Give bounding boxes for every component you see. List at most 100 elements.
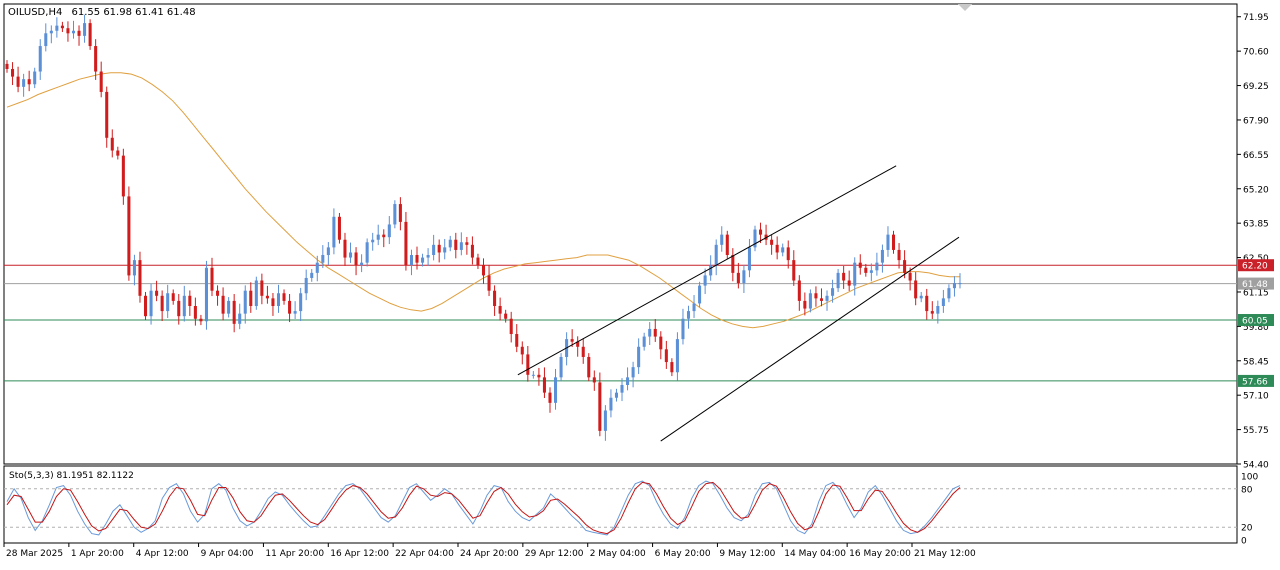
candle-body: [105, 91, 109, 138]
time-tick-label: 21 May 12:00: [914, 549, 976, 559]
price-tick-label: 70.60: [1243, 48, 1269, 58]
candle-body: [271, 298, 275, 306]
price-level-label: 61.48: [1242, 280, 1268, 290]
candle-body: [941, 298, 945, 306]
candle-body: [94, 46, 98, 72]
time-tick-label: 14 May 04:00: [784, 549, 846, 559]
price-level-tag: [1238, 374, 1274, 387]
candle-body: [199, 318, 203, 322]
candle-body: [504, 313, 508, 319]
candle-body: [83, 23, 87, 36]
candle-body: [653, 328, 657, 337]
candle-body: [548, 392, 552, 403]
candle-body: [891, 234, 896, 250]
main-panel-frame: [3, 3, 1238, 465]
price-tick-label: 63.85: [1243, 220, 1269, 230]
price-level-tag: [1238, 314, 1274, 327]
time-tick-label: 9 May 12:00: [719, 549, 775, 559]
candle-body: [554, 377, 558, 403]
candle-body: [609, 397, 613, 411]
indicator-label: Sto(5,3,3) 81.1951 82.1122: [9, 471, 134, 481]
candle-body: [332, 216, 336, 248]
time-tick-label: 29 Apr 12:00: [525, 549, 584, 559]
candle-body: [947, 288, 951, 299]
symbol-header: OILUSD,H4 61.55 61.98 61.41 61.48: [8, 7, 196, 18]
candle-body: [360, 262, 364, 266]
candle-body: [376, 234, 380, 240]
candle-body: [853, 262, 857, 286]
candle-body: [193, 305, 197, 319]
candle-body: [182, 295, 186, 317]
candle-body: [875, 262, 879, 271]
candle-body: [448, 239, 452, 248]
candle-body: [903, 260, 907, 273]
candle-body: [476, 257, 480, 266]
time-tick-label: 4 Apr 12:00: [136, 549, 189, 559]
candle-body: [254, 280, 258, 306]
candle-body: [5, 63, 9, 69]
candle-body: [703, 275, 707, 286]
candle-body: [637, 346, 641, 368]
candle-body: [337, 216, 341, 240]
candle-body: [515, 334, 519, 347]
time-tick-label: 28 Mar 2025: [6, 549, 63, 559]
scroll-marker-icon[interactable]: [958, 4, 972, 11]
trendline-channel-upper[interactable]: [517, 165, 897, 376]
candle-body: [49, 30, 53, 34]
price-tick-label: 55.75: [1243, 426, 1269, 436]
price-tick-label: 57.10: [1243, 392, 1269, 402]
candle-body: [116, 150, 120, 156]
candle-body: [470, 244, 474, 258]
candle-body: [581, 346, 585, 357]
time-tick-label: 11 Apr 20:00: [265, 549, 324, 559]
candle-body: [725, 234, 729, 256]
candle-body: [99, 71, 103, 92]
candle-body: [819, 298, 824, 301]
symbol-label: OILUSD,H4: [8, 7, 62, 18]
candle-body: [631, 367, 635, 378]
candle-body: [626, 377, 630, 385]
candle-body: [132, 260, 136, 276]
price-tick-label: 65.20: [1243, 185, 1269, 195]
price-tick-label: 59.80: [1243, 323, 1269, 333]
candle-body: [869, 270, 873, 273]
stoch-main-line: [6, 480, 961, 536]
candle-body: [88, 23, 92, 47]
candle-body: [803, 300, 807, 309]
candle-body: [33, 71, 37, 85]
trendline-channel-lower[interactable]: [660, 236, 960, 442]
stoch-axis-label: 100: [1241, 473, 1258, 483]
price-tick-label: 58.45: [1243, 357, 1269, 367]
candle-body: [382, 234, 386, 238]
candle-body: [747, 247, 751, 271]
candle-body: [681, 318, 685, 340]
candle-body: [315, 262, 319, 273]
candle-body: [598, 382, 602, 431]
candle-body: [675, 339, 679, 373]
candle-body: [864, 267, 868, 273]
candle-body: [177, 300, 181, 317]
price-level-label: 57.66: [1242, 377, 1268, 387]
candle-body: [520, 346, 524, 355]
candle-body: [265, 295, 269, 299]
candle-body: [858, 262, 862, 268]
candle-body: [642, 336, 646, 347]
time-tick-label: 16 Apr 12:00: [330, 549, 389, 559]
candle-body: [781, 247, 785, 253]
price-level-label: 62.20: [1242, 262, 1268, 272]
candle-body: [576, 341, 580, 347]
candle-body: [919, 295, 923, 299]
candle-body: [426, 255, 430, 258]
candle-body: [227, 300, 231, 314]
candle-body: [908, 272, 912, 281]
candle-body: [443, 247, 447, 253]
candle-body: [343, 239, 347, 258]
candle-body: [537, 374, 541, 378]
candle-body: [731, 255, 735, 273]
candle-body: [742, 270, 746, 284]
candle-body: [27, 79, 31, 85]
candle-body: [914, 280, 918, 299]
candle-body: [221, 295, 225, 314]
